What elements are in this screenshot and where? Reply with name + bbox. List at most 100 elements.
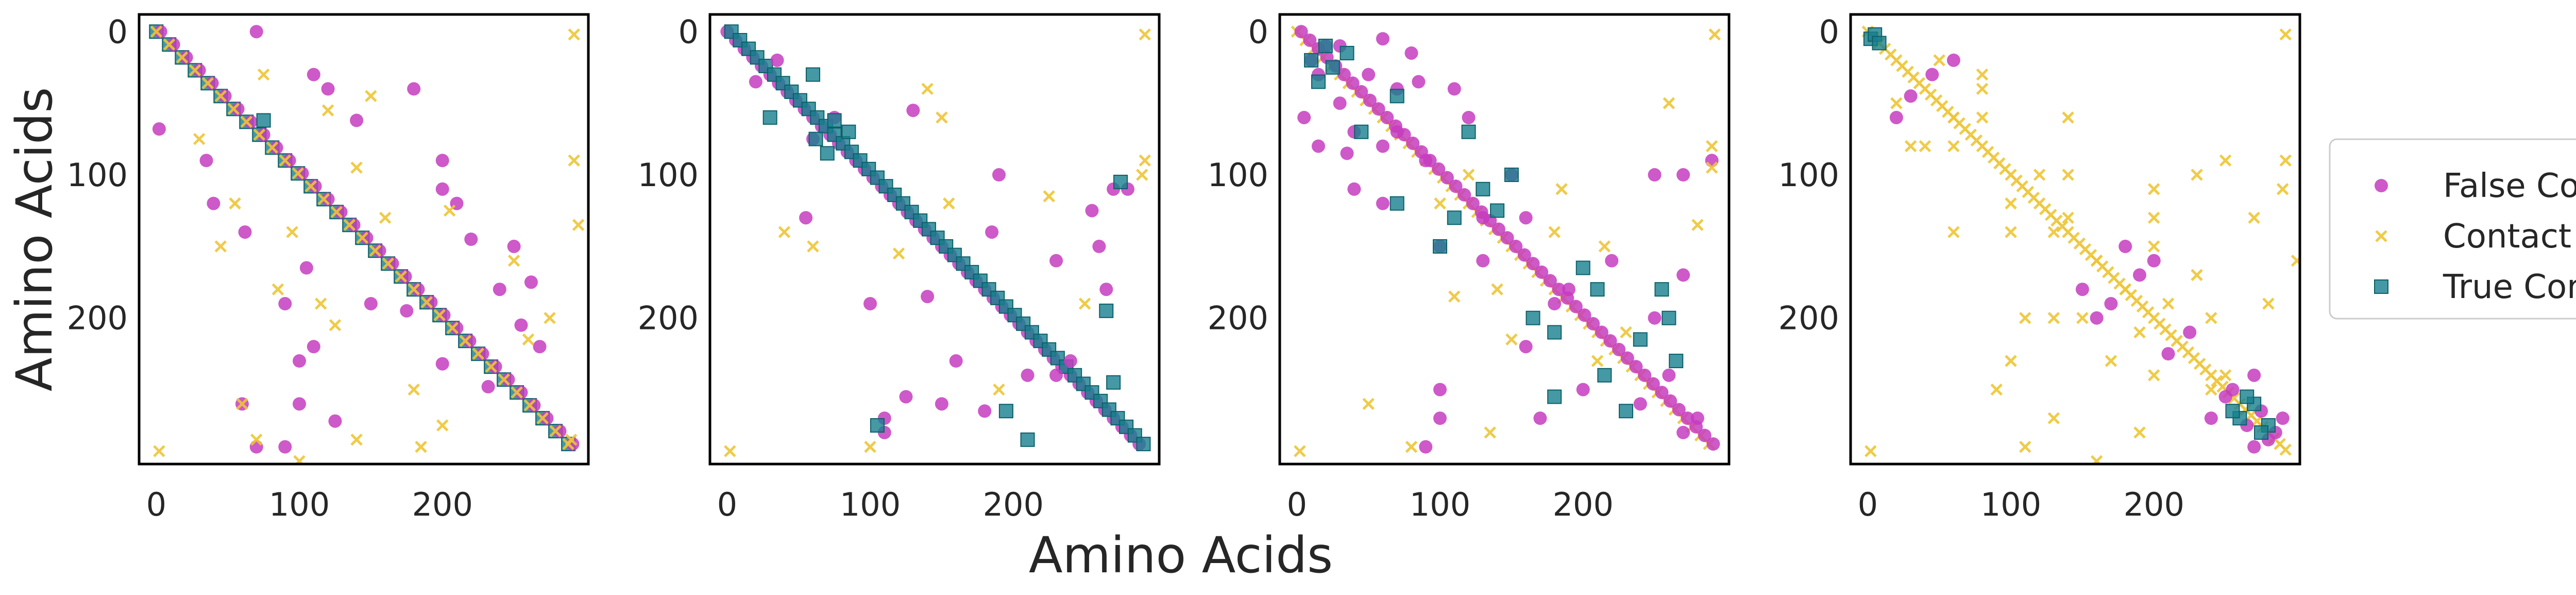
contact-lost-point [227,103,240,115]
contact-lost-point [250,434,263,446]
false-contact-point [1648,168,1662,182]
false-contact-point [1063,354,1077,368]
false-contact-point [1340,146,1354,160]
false-contact-point [749,75,762,89]
contact-lost-point [350,434,363,446]
false-contact-point [307,68,320,81]
false-contact-point [1629,360,1643,374]
false-contact-point [398,270,412,284]
contact-lost-point [1976,82,1989,95]
true-contact-point [1033,334,1048,349]
x-tick-label: 200 [1553,486,1614,523]
x-tick-label: 0 [1858,486,1878,523]
false-contact-point [360,231,374,245]
true-contact-point [1099,303,1114,318]
false-contact-point [244,115,258,129]
contact-lost-point [2005,355,2017,367]
false-contact-point [1543,274,1557,288]
panel-1-frame [138,13,590,466]
contact-lost-point [936,111,948,124]
false-contact-point [1517,248,1531,262]
panel-1: 0 0 100 100 200 200 [67,13,590,523]
contact-lost-point [176,51,189,64]
false-contact-point [2104,296,2118,310]
false-contact-point [179,51,193,64]
contact-lost-point [193,133,206,145]
true-contact-point [1340,45,1354,60]
panels-layer: 0 0 100 100 200 200 0 0 100 100 200 200 0 0 100 100 200 2… [67,13,2301,523]
x-tick-label: 200 [983,486,1044,523]
false-contact-point [1462,110,1476,124]
contact-lost-point [1505,333,1518,346]
false-contact-point [1371,102,1385,116]
contact-lost-point [1691,219,1704,231]
false-contact-point [205,76,219,90]
false-contact-point [192,63,206,77]
legend-label: Contact Lost [2443,218,2576,256]
contact-lost-point [459,335,471,347]
false-contact-point [1492,222,1505,236]
contact-lost-point [1947,226,1960,238]
false-contact-point [1294,25,1308,39]
contact-lost-point [415,440,427,453]
false-contact-point [1595,325,1608,339]
true-contact-point [775,76,790,91]
false-contact-point [1620,351,1634,365]
legend-label: True Contact [2443,268,2576,306]
contact-lost-point [321,104,334,117]
contact-lost-point [2047,412,2060,424]
legend-contact-lost-marker [2375,230,2387,242]
false-contact-point [238,225,252,239]
contact-lost-point [408,283,420,295]
contact-lost-point [343,219,355,231]
contact-lost-point [549,425,562,437]
contact-lost-point [485,360,497,373]
contact-lost-point [498,373,510,386]
contact-lost-point [1976,111,1989,124]
true-contact-point [1389,89,1404,104]
contact-lost-point [2248,211,2260,224]
false-contact-point [2226,383,2240,396]
contact-lost-point [1708,28,1721,41]
false-contact-point [1578,308,1591,322]
false-contact-point [407,82,421,96]
false-contact-point [476,347,489,361]
contact-lost-point [2033,169,2046,181]
true-contact-point [1633,332,1648,347]
contact-lost-point [2062,111,2074,124]
false-contact-point [1433,411,1447,425]
false-contact-point [2161,347,2175,361]
x-tick-label: 200 [412,486,473,523]
false-contact-point [307,340,320,354]
contact-lost-point [293,455,306,464]
false-contact-point [463,334,477,348]
false-contact-point [1533,411,1547,425]
y-tick-label: 100 [67,156,128,194]
false-contact-point [282,154,296,168]
false-contact-point [1569,300,1583,313]
false-contact-point [2276,411,2290,425]
false-contact-point [218,89,232,103]
contact-lost-point [892,247,905,260]
contact-lost-point [382,257,394,270]
false-contact-point [1904,89,1918,103]
false-contact-point [1698,428,1711,442]
true-contact-point [1547,389,1562,404]
false-contact-point [1363,93,1377,107]
true-contact-point [1476,181,1490,196]
contact-lost-point [536,412,549,424]
contact-lost-point [2147,183,2160,195]
contact-lost-point [2047,226,2060,238]
contact-lost-point [436,419,449,432]
contact-lost-point [272,283,284,295]
y-tick-label: 200 [1778,300,1839,337]
contact-lost-point [1919,140,1931,153]
false-contact-point [2132,268,2146,282]
contact-lost-point [153,445,165,457]
false-contact-point [2119,239,2132,253]
panel-4-frame [1849,13,2301,466]
true-contact-point [1526,310,1540,325]
false-contact-point [450,321,464,335]
contact-lost-point [1462,169,1475,181]
